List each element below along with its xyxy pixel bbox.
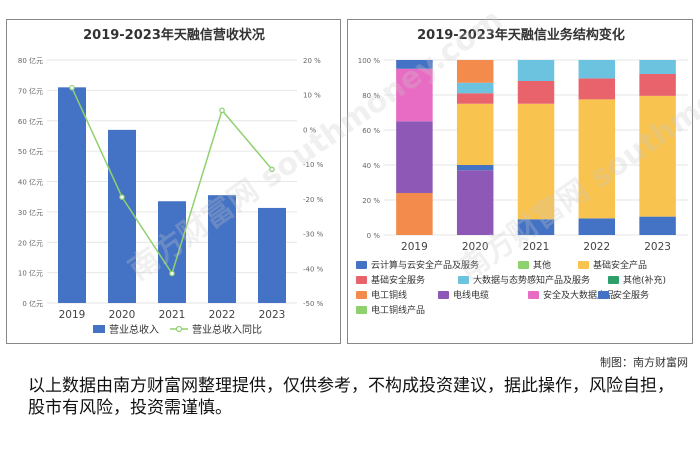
yoy-growth-point (169, 270, 175, 277)
x-tick-label: 2023 (259, 309, 286, 321)
business-structure-chart: 2019-2023年天融信业务结构变化 0 % 20 % 40 % 60 % 80 % 10… (356, 27, 688, 316)
revenue-bar (108, 129, 136, 303)
legend-swatch (356, 276, 367, 284)
y-right-tick-label: -10 % (303, 161, 324, 169)
disclaimer-text: 以上数据由南方财富网整理提供，仅供参考，不构成投资建议，据此操作，风险自担，股市… (28, 376, 674, 418)
legend-label: 营业总收入同比 (192, 323, 262, 336)
y-right-tick-label: 20 % (303, 57, 321, 65)
revenue-bar (158, 201, 186, 303)
y-right-tick-label: -30 % (303, 231, 324, 239)
y-left-tick-label: 0 亿元 (22, 299, 43, 308)
stacked-segment (456, 60, 494, 83)
y-left-tick-label: 50 亿元 (18, 147, 43, 156)
legend-label: 安全及大数据产品 (543, 289, 615, 301)
legend-swatch (356, 306, 367, 314)
x-tick-label: 2020 (462, 241, 489, 253)
stacked-segment (396, 121, 433, 193)
x-tick-label: 2021 (523, 241, 550, 253)
stacked-segment (578, 60, 616, 79)
legend-swatch (578, 261, 589, 269)
stacked-segment (456, 170, 494, 235)
yoy-growth-point (119, 194, 125, 200)
business-structure-chart-panel: 2019-2023年天融信业务结构变化 0 % 20 % 40 % 60 % 80 % 10… (347, 19, 693, 344)
y-right-tick-label: 10 % (303, 92, 321, 100)
stacked-segment (578, 78, 616, 100)
legend-swatch (598, 291, 609, 299)
stacked-segment (456, 82, 494, 94)
stacked-segment (456, 103, 494, 165)
chart-title: 2019-2023年天融信业务结构变化 (417, 27, 625, 43)
legend-swatch (458, 276, 469, 284)
stacked-segment (396, 60, 433, 69)
stacked-segment (456, 93, 494, 104)
stacked-segment (517, 219, 555, 235)
revenue-bar (208, 195, 236, 303)
x-tick-label: 2020 (109, 309, 136, 321)
legend-label: 基础安全服务 (371, 274, 425, 286)
legend-label: 基础安全产品 (593, 259, 647, 271)
stacked-segment (517, 103, 555, 220)
legend-label: 大数据与态势感知产品及服务 (473, 274, 590, 286)
stacked-segment (396, 68, 433, 122)
legend-swatch-bar (93, 325, 105, 333)
y-left-tick-label: 80 亿元 (18, 56, 43, 65)
revenue-chart-panel: 2019-2023年天融信营收状况 0 亿元 10 亿元 20 亿元 30 亿元 40 亿… (6, 19, 341, 344)
stacked-segment (517, 81, 555, 104)
stacked-segment (639, 74, 676, 96)
legend-swatch (608, 276, 619, 284)
y-right-tick-label: -50 % (303, 300, 324, 308)
y-right-tick-label: -20 % (303, 196, 324, 204)
y-tick-label: 40 % (362, 162, 380, 170)
y-left-tick-label: 20 亿元 (18, 238, 43, 247)
stacked-segment (639, 60, 676, 74)
y-tick-label: 0 % (367, 232, 381, 240)
chart-credit: 制图：南方财富网 (600, 356, 688, 369)
y-left-tick-label: 10 亿元 (18, 269, 43, 278)
y-left-tick-label: 40 亿元 (18, 178, 43, 187)
y-left-tick-label: 60 亿元 (18, 117, 43, 126)
y-tick-label: 100 % (358, 57, 381, 65)
legend-swatch (438, 291, 449, 299)
y-right-tick-label: -40 % (303, 265, 324, 273)
revenue-bar (58, 87, 86, 304)
legend-label: 营业总收入 (109, 323, 159, 336)
y-tick-label: 80 % (362, 92, 380, 100)
y-left-tick-label: 30 亿元 (18, 208, 43, 217)
yoy-growth-point (69, 84, 75, 91)
legend-swatch (356, 261, 367, 269)
yoy-growth-point (269, 166, 275, 173)
legend-swatch-marker (175, 325, 183, 333)
x-tick-label: 2019 (59, 309, 86, 321)
x-tick-label: 2022 (209, 309, 236, 321)
legend-swatch (528, 291, 539, 299)
x-tick-label: 2019 (401, 241, 428, 253)
revenue-chart: 2019-2023年天融信营收状况 0 亿元 10 亿元 20 亿元 30 亿元 40 亿… (18, 27, 324, 336)
legend-swatch (518, 261, 529, 269)
x-tick-label: 2021 (159, 309, 186, 321)
legend-swatch (356, 291, 367, 299)
stacked-segment (578, 99, 616, 219)
legend-label: 云计算与云安全产品及服务 (371, 259, 479, 271)
stacked-segment (456, 165, 494, 171)
x-tick-label: 2023 (644, 241, 671, 253)
stacked-segment (517, 60, 555, 81)
y-tick-label: 60 % (362, 127, 380, 135)
stacked-segment (639, 95, 676, 217)
x-tick-label: 2022 (583, 241, 610, 253)
stacked-segment (639, 216, 676, 235)
legend-label: 电工铜线 (371, 289, 407, 301)
legend-label: 电工铜线产品 (371, 304, 425, 316)
stacked-segment (396, 193, 433, 235)
yoy-growth-point (219, 107, 225, 114)
revenue-bar (258, 207, 286, 303)
legend-label: 其他 (533, 259, 551, 271)
legend-label: 其他(补充) (623, 274, 666, 286)
y-left-tick-label: 70 亿元 (18, 86, 43, 95)
legend-label: 安全服务 (613, 289, 649, 301)
y-tick-label: 20 % (362, 197, 380, 205)
chart-title: 2019-2023年天融信营收状况 (83, 27, 265, 43)
legend-label: 电线电缆 (453, 289, 489, 301)
stacked-segment (578, 218, 616, 235)
y-right-tick-label: 0 % (303, 126, 317, 134)
